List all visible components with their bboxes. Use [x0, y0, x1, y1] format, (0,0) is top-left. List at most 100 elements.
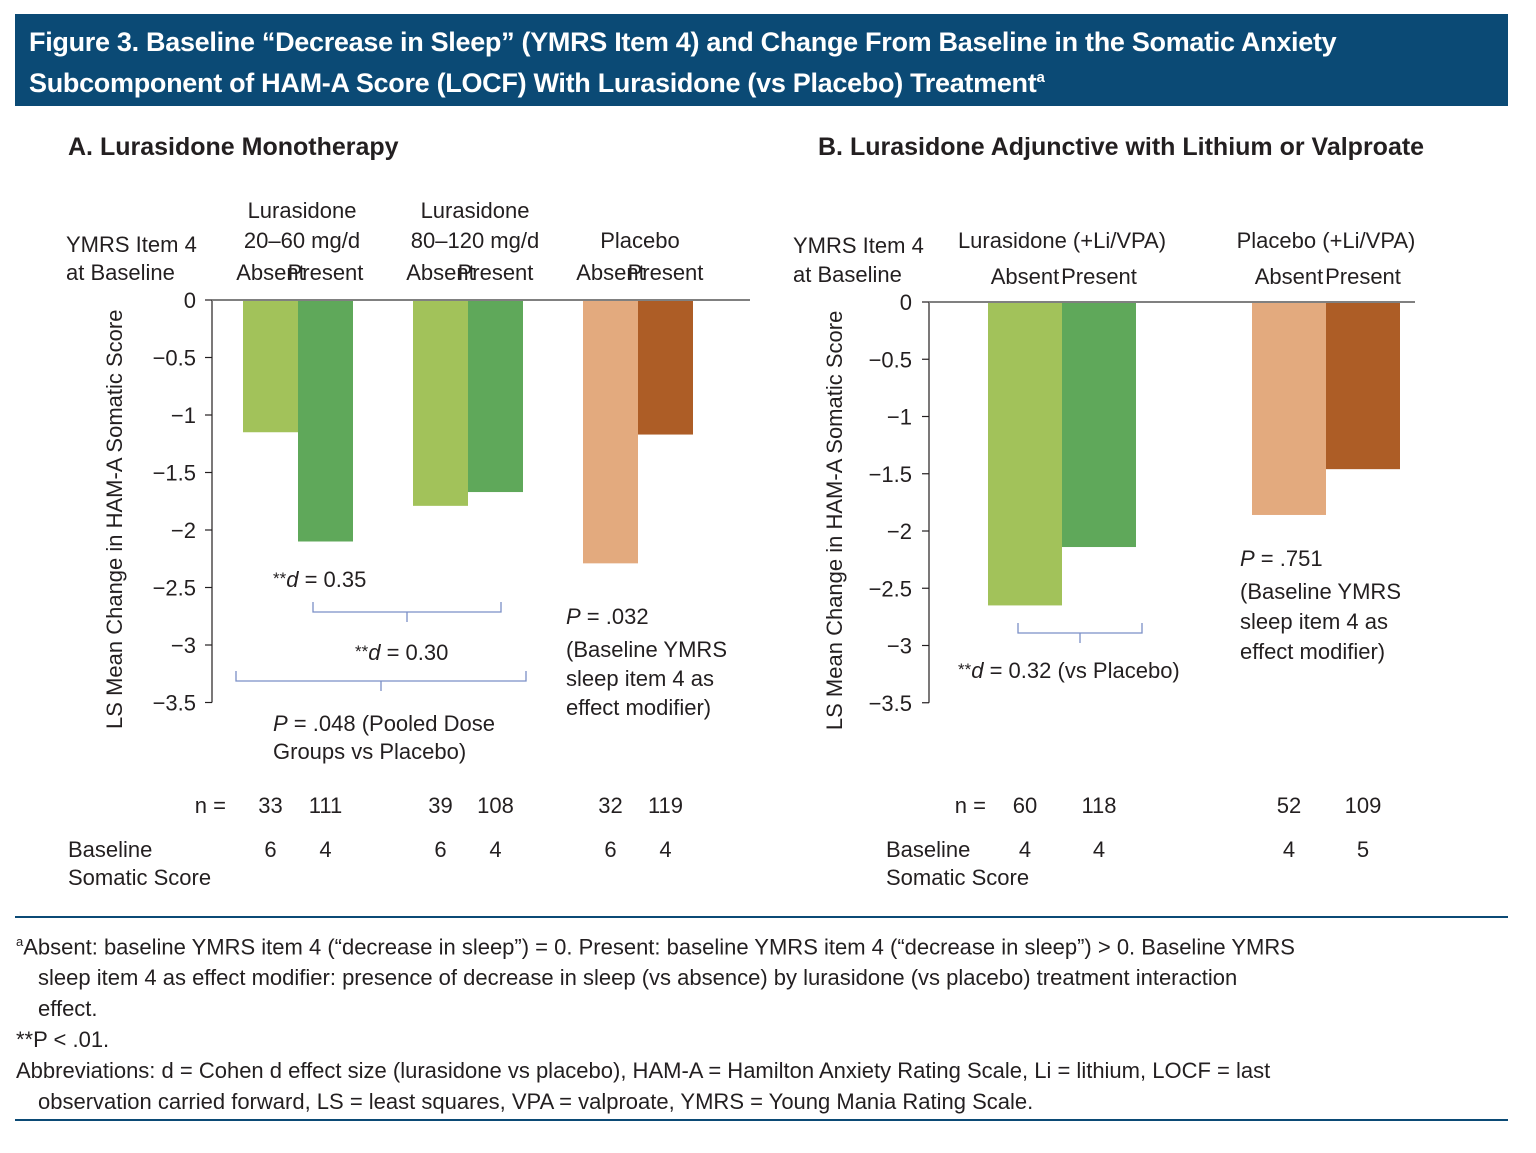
panel-a-bar-category-label: Absent: [406, 260, 475, 285]
panel-a-bar-category-label: Present: [458, 260, 534, 285]
panel-b-n-value: 118: [1081, 793, 1116, 818]
panel-a-baseline-score: 6: [434, 837, 446, 862]
panel-a-bracket-doses: [312, 602, 502, 622]
panel-b-title: B. Lurasidone Adjunctive with Lithium or…: [818, 133, 1425, 161]
panel-a-bar-category-label: Absent: [576, 260, 645, 285]
panel-a-bar-lur-present: [468, 300, 523, 493]
footnote-bottom-rule: [15, 1119, 1508, 1121]
panel-a-group-label: Lurasidone: [248, 198, 357, 223]
panel-b-baseline-score: 4: [1093, 837, 1105, 862]
figure-title-line-1: Figure 3. Baseline “Decrease in Sleep” (…: [29, 27, 1337, 57]
panel-a-n-value: 33: [258, 793, 282, 818]
panel-b-baseline-score: 4: [1019, 837, 1031, 862]
panel-b-bracket: [1017, 623, 1143, 643]
footnote-significance: **P < .01.: [16, 1027, 110, 1053]
panel-b-group-label: Lurasidone (+Li/VPA): [958, 228, 1166, 253]
footnote-a-line-3: effect.: [38, 996, 98, 1022]
panel-a-n-value: 111: [309, 793, 342, 818]
panel-b-group-label: Placebo (+Li/VPA): [1237, 228, 1416, 253]
panel-b-bar-pbo-present: [1326, 302, 1400, 470]
panel-a-baseline-label: Baseline: [68, 837, 152, 862]
panel-a-bar-lur-absent: [243, 300, 298, 433]
footnote-abbreviations-line-1: Abbreviations: d = Cohen d effect size (…: [16, 1058, 1271, 1084]
panel-a-bar-category-label: Present: [628, 260, 704, 285]
panel-b-row-header: YMRS Item 4: [793, 233, 924, 258]
footnote-marker: a: [1036, 69, 1045, 86]
panel-a-y-tick-label: −1: [171, 403, 196, 428]
panel-b-n-value: 60: [1013, 793, 1037, 818]
panel-a-baseline-score: 4: [659, 837, 671, 862]
panel-b-n-value: 109: [1345, 793, 1382, 818]
panel-b-p-modifier-line: effect modifier): [1240, 639, 1385, 664]
panel-b-n-value: 52: [1277, 793, 1301, 818]
panel-a-n-value: 32: [598, 793, 622, 818]
footnotes: aAbsent: baseline YMRS item 4 (“decrease…: [16, 926, 1496, 1117]
panel-b-y-tick-label: −1: [887, 405, 912, 430]
panel-a-bar-category-label: Present: [288, 260, 364, 285]
panel-a-bar-pbo-present: [638, 300, 693, 435]
chart-canvas: 0 −0.5 −1 −1.5 −2 −2.5 −3 −3.5 LS Mean Change in…: [66, 198, 1416, 890]
footnote-a: aAbsent: baseline YMRS item 4 (“decrease…: [16, 926, 1496, 962]
panel-b-p-modifier-line: (Baseline YMRS: [1240, 579, 1401, 604]
panel-a-y-tick-label: −2.5: [153, 576, 196, 601]
panel-a-row-header: at Baseline: [66, 260, 175, 285]
figure-title-bar: Figure 3. Baseline “Decrease in Sleep” (…: [15, 14, 1508, 106]
panel-a-effect-size-low-dose: **d = 0.35: [273, 567, 366, 592]
panel-a-y-tick-label: −0.5: [153, 346, 196, 371]
panel-b-y-tick-label: −3: [887, 634, 912, 659]
panel-b-baseline-score: 5: [1357, 837, 1369, 862]
panel-b-p-modifier-line: sleep item 4 as: [1240, 609, 1388, 634]
panel-a-p-modifier-line: effect modifier): [566, 695, 711, 720]
panel-a-baseline-score: 4: [489, 837, 501, 862]
panel-a-bar-pbo-absent: [583, 300, 638, 564]
panel-a-n-value: 119: [648, 793, 683, 818]
footnote-abbreviations-line-2: observation carried forward, LS = least …: [38, 1089, 1034, 1115]
panel-b-baseline-label: Baseline: [886, 837, 970, 862]
panel-a-n-value: 108: [477, 793, 514, 818]
panel-a-group-label: Lurasidone: [421, 198, 530, 223]
panel-b-baseline-score: 4: [1283, 837, 1295, 862]
panel-b-y-tick-label: −1.5: [869, 462, 912, 487]
panel-a-p-pooled-line-2: Groups vs Placebo): [273, 739, 466, 764]
figure-title-line-2: Subcomponent of HAM-A Score (LOCF) With …: [29, 60, 1494, 101]
panel-a-y-tick-label: −3: [171, 633, 196, 658]
panel-a-bar-category-label: Absent: [236, 260, 305, 285]
panel-a-effect-size-high-dose: **d = 0.30: [355, 640, 448, 665]
panel-a-bar-lur-absent: [413, 300, 468, 506]
panel-b-y-tick-label: −2.5: [869, 576, 912, 601]
panel-a-group-label: Placebo: [600, 228, 680, 253]
panel-b-bar-pbo-absent: [1252, 302, 1326, 515]
panel-a-title: A. Lurasidone Monotherapy: [68, 133, 399, 161]
footnote-top-rule: [15, 916, 1508, 918]
panel-b-y-tick-label: −0.5: [869, 347, 912, 372]
panel-a-n-label: n =: [195, 793, 226, 818]
panel-b-bar-category-label: Present: [1325, 264, 1401, 289]
footnote-a-line-1: Absent: baseline YMRS item 4 (“decrease …: [23, 934, 1295, 960]
panel-b-bar-category-label: Present: [1061, 264, 1137, 289]
panel-b-y-tick-label: −2: [887, 519, 912, 544]
panel-a-p-pooled: P = .048 (Pooled Dose: [273, 711, 495, 736]
panel-a-y-axis-label: LS Mean Change in HAM-A Somatic Score: [102, 310, 127, 729]
panel-a-group-label: 80–120 mg/d: [411, 228, 539, 253]
panel-b-n-label: n =: [955, 793, 986, 818]
panel-a-group-label: 20–60 mg/d: [244, 228, 360, 253]
panel-a-y-tick-label: −1.5: [153, 461, 196, 486]
panel-a-p-modifier: P = .032: [566, 604, 649, 629]
panel-a-y-tick-label: −3.5: [153, 691, 196, 716]
panel-a-bar-lur-present: [298, 300, 353, 542]
panel-b-y-tick-label: −3.5: [869, 691, 912, 716]
panel-b-y-tick-label: 0: [900, 290, 912, 315]
panel-b-p-modifier: P = .751: [1240, 546, 1323, 571]
figure-title-text: Subcomponent of HAM-A Score (LOCF) With …: [29, 68, 1037, 98]
panel-a-baseline-score: 6: [264, 837, 276, 862]
panel-a-baseline-label: Somatic Score: [68, 865, 211, 890]
panel-b-bar-category-label: Absent: [1255, 264, 1324, 289]
panel-a-baseline-score: 4: [319, 837, 331, 862]
panel-a-n-value: 39: [428, 793, 452, 818]
panel-a-y-tick-label: −2: [171, 518, 196, 543]
panel-b-row-header: at Baseline: [793, 262, 902, 287]
panel-b-y-axis-label: LS Mean Change in HAM-A Somatic Score: [822, 311, 847, 730]
panel-a-p-modifier-line: sleep item 4 as: [566, 666, 714, 691]
panel-a-baseline-score: 6: [604, 837, 616, 862]
panel-a-y-tick-label: 0: [184, 288, 196, 313]
